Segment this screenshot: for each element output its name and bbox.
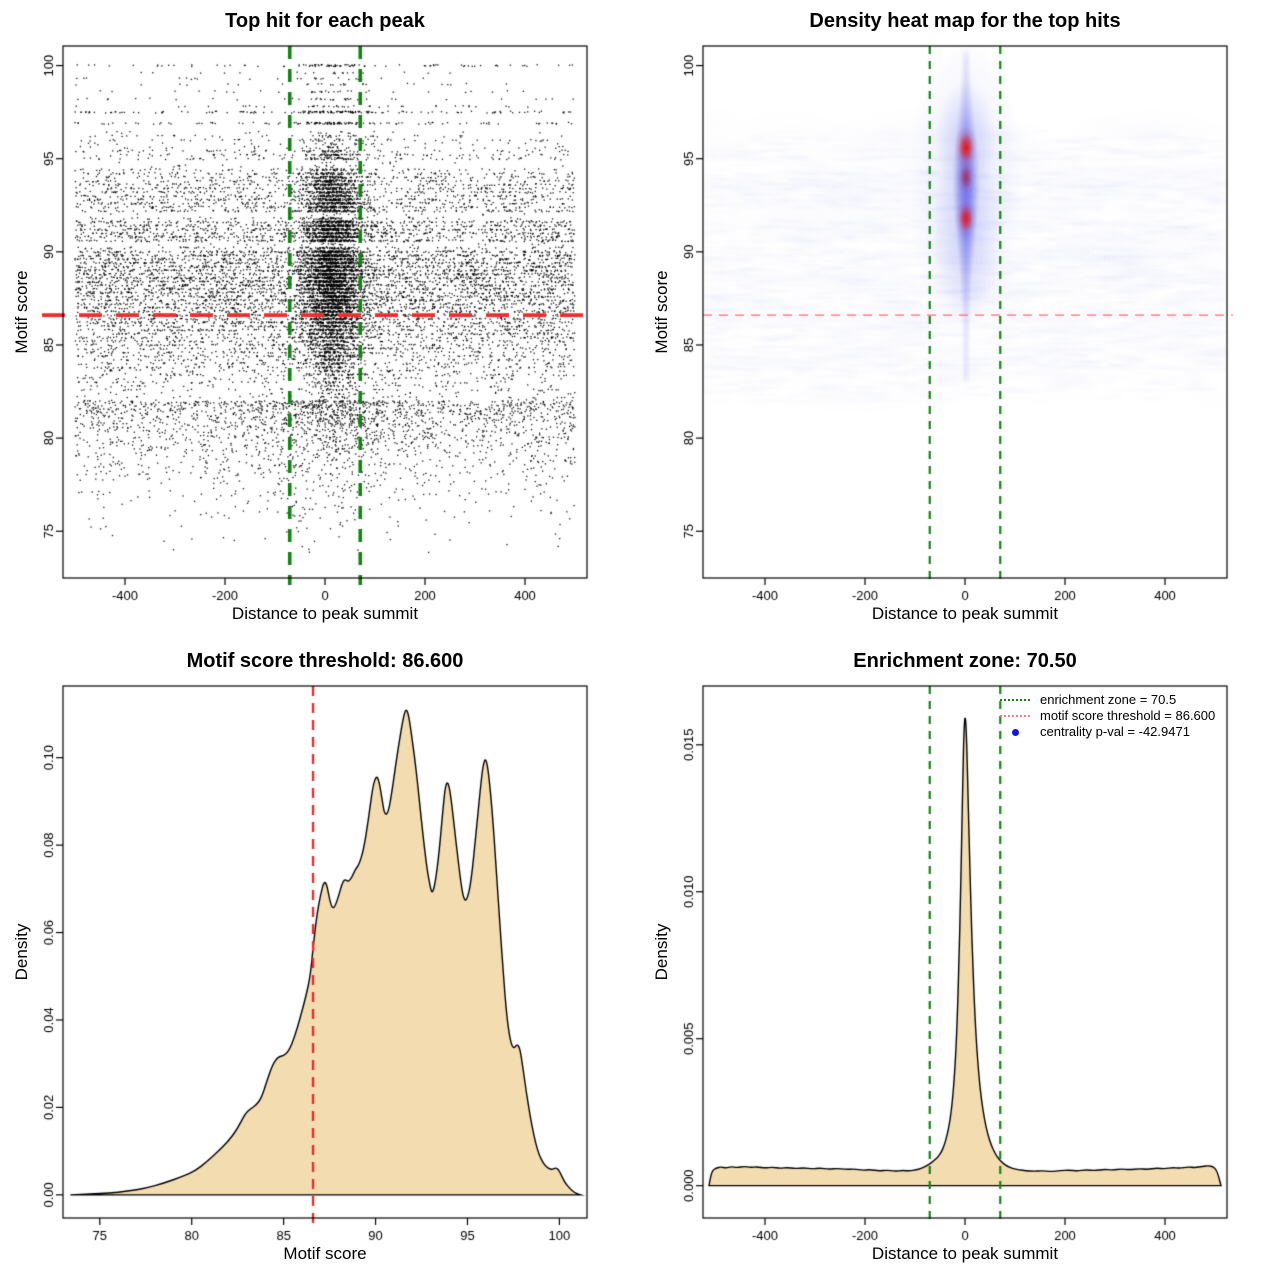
- y-axis-label: Motif score: [12, 270, 31, 354]
- x-axis-label: Distance to peak summit: [871, 1244, 1059, 1263]
- x-axis-label: Distance to peak summit: [231, 604, 419, 623]
- panel-title: Motif score threshold: 86.600: [186, 650, 464, 672]
- legend-item-score-threshold: motif score threshold = 86.600: [1000, 708, 1215, 724]
- y-axis-label: Motif score: [652, 270, 671, 354]
- panel-title: Enrichment zone: 70.50: [853, 650, 1077, 672]
- y-axis-label: Density: [12, 923, 31, 981]
- legend-item-centrality-pval: centrality p-val = -42.9471: [1000, 724, 1215, 740]
- panel-distance-density: Enrichment zone: 70.50 Distance to peak …: [640, 640, 1280, 1280]
- scatter-plot-canvas: [0, 0, 640, 640]
- y-axis-label: Density: [652, 923, 671, 981]
- red-dotted-line-icon: [1000, 715, 1030, 717]
- panel-motif-score-density: Motif score threshold: 86.600 Motif scor…: [0, 640, 640, 1280]
- legend-label: enrichment zone = 70.5: [1040, 692, 1177, 707]
- green-dotted-line-icon: [1000, 699, 1030, 701]
- legend-label: motif score threshold = 86.600: [1040, 708, 1216, 723]
- heatmap-plot-canvas: [640, 0, 1280, 640]
- blue-dot-icon: [1000, 728, 1030, 736]
- panel-scatter-top-hits: Top hit for each peak Distance to peak s…: [0, 0, 640, 640]
- score-density-canvas: [0, 640, 640, 1280]
- legend-item-enrichment-zone: enrichment zone = 70.5: [1000, 692, 1215, 708]
- x-axis-label: Distance to peak summit: [871, 604, 1059, 623]
- legend-label: centrality p-val = -42.9471: [1040, 724, 1190, 739]
- distance-density-canvas: [640, 640, 1280, 1280]
- panel-title: Density heat map for the top hits: [809, 10, 1121, 32]
- panel-density-heatmap: Density heat map for the top hits Distan…: [640, 0, 1280, 640]
- panel-title: Top hit for each peak: [225, 10, 425, 32]
- x-axis-label: Motif score: [283, 1244, 367, 1263]
- legend: enrichment zone = 70.5 motif score thres…: [1000, 692, 1215, 740]
